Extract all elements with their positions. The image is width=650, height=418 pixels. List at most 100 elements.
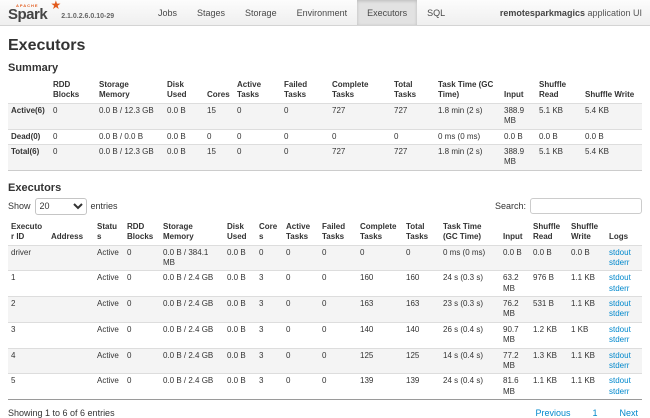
- next-page-button[interactable]: Next: [619, 408, 638, 418]
- summary-cell-total-tasks: 727: [391, 102, 435, 130]
- executor-cell-failed-tasks: 0: [319, 244, 357, 271]
- page-number-1[interactable]: 1: [592, 408, 598, 418]
- summary-cell-storage-memory: 0.0 B / 12.3 GB: [96, 143, 164, 171]
- tab-environment[interactable]: Environment: [296, 7, 348, 18]
- executors-column-header[interactable]: Complete Tasks: [360, 221, 397, 242]
- executor-cell-status: Active: [94, 296, 124, 323]
- summary-column-header: [8, 78, 50, 103]
- executor-cell-rdd-blocks: 0: [124, 347, 160, 374]
- executor-cell-id: driver: [8, 244, 48, 271]
- executors-column-header[interactable]: Cores: [259, 221, 278, 242]
- showing-entries-text: Showing 1 to 6 of 6 entries: [8, 408, 115, 418]
- executor-cell-shuffle-write: 1.1 KB: [568, 347, 606, 374]
- entries-label: entries: [90, 201, 118, 212]
- executor-cell-status: Active: [94, 321, 124, 349]
- executor-cell-total-tasks: 163: [403, 296, 440, 323]
- stdout-link[interactable]: stdout: [609, 273, 631, 283]
- executors-column-header[interactable]: Active Tasks: [286, 221, 311, 242]
- stderr-link[interactable]: stderr: [609, 386, 630, 396]
- entries-select[interactable]: 20: [34, 197, 87, 215]
- executors-column-header[interactable]: Logs: [609, 232, 629, 242]
- executors-column-header[interactable]: Status: [97, 221, 117, 242]
- executor-cell-failed-tasks: 0: [319, 347, 357, 374]
- stderr-link[interactable]: stderr: [609, 361, 630, 371]
- executor-row: 3 Active 0 0.0 B / 2.4 GB 0.0 B 3 0 0 14…: [8, 321, 642, 349]
- summary-heading: Summary: [8, 62, 59, 74]
- summary-cell-shuffle-read: 5.1 KB: [536, 143, 582, 171]
- executor-cell-shuffle-write: 0.0 B: [568, 244, 606, 271]
- executor-cell-shuffle-read: 531 B: [530, 296, 568, 323]
- summary-cell-shuffle-read: 5.1 KB: [536, 102, 582, 130]
- tab-executors[interactable]: Executors: [357, 0, 418, 25]
- executors-column-header[interactable]: Storage Memory: [163, 221, 194, 242]
- summary-row: Dead(0) 0 0.0 B / 0.0 B 0.0 B 0 0 0 0 0 …: [8, 128, 642, 145]
- executors-column-header[interactable]: Executor ID: [11, 221, 43, 242]
- summary-header-row: RDD Blocks Storage Memory Disk Used Core…: [8, 78, 642, 103]
- executor-cell-shuffle-write: 1.1 KB: [568, 270, 606, 297]
- executor-cell-active-tasks: 0: [283, 373, 319, 400]
- summary-table: RDD Blocks Storage Memory Disk Used Core…: [8, 78, 642, 171]
- executors-column-header[interactable]: Shuffle Read: [533, 221, 561, 242]
- summary-cell-shuffle-read: 0.0 B: [536, 128, 582, 145]
- stderr-link[interactable]: stderr: [609, 257, 630, 267]
- executors-column-header[interactable]: Disk Used: [227, 221, 247, 242]
- summary-row-label: Active(6): [8, 102, 50, 130]
- executor-cell-rdd-blocks: 0: [124, 296, 160, 323]
- spark-wordmark: Spark: [8, 5, 48, 23]
- executor-cell-cores: 3: [256, 373, 283, 400]
- executor-cell-total-tasks: 140: [403, 321, 440, 349]
- summary-row-label: Dead(0): [8, 128, 50, 145]
- executors-column-header[interactable]: Task Time (GC Time): [443, 221, 482, 242]
- executor-cell-input: 90.7 MB: [500, 321, 530, 349]
- executor-cell-rdd-blocks: 0: [124, 321, 160, 349]
- stdout-link[interactable]: stdout: [609, 324, 631, 334]
- stdout-link[interactable]: stdout: [609, 350, 631, 360]
- executor-row: 4 Active 0 0.0 B / 2.4 GB 0.0 B 3 0 0 12…: [8, 347, 642, 374]
- tab-stages[interactable]: Stages: [197, 7, 226, 18]
- executors-column-header[interactable]: Input: [503, 232, 523, 242]
- executor-cell-complete-tasks: 0: [357, 244, 403, 271]
- executor-cell-complete-tasks: 125: [357, 347, 403, 374]
- summary-cell-task-time: 1.8 min (2 s): [435, 143, 501, 171]
- executor-cell-storage-memory: 0.0 B / 2.4 GB: [160, 321, 224, 349]
- executors-column-header[interactable]: Address: [51, 232, 84, 242]
- executor-cell-id: 3: [8, 321, 48, 349]
- executors-column-header[interactable]: Total Tasks: [406, 221, 429, 242]
- stderr-link[interactable]: stderr: [609, 283, 630, 293]
- executor-cell-address: [48, 244, 94, 271]
- executor-cell-cores: 3: [256, 321, 283, 349]
- executor-cell-storage-memory: 0.0 B / 2.4 GB: [160, 373, 224, 400]
- executor-cell-input: 0.0 B: [500, 244, 530, 271]
- stdout-link[interactable]: stdout: [609, 247, 631, 257]
- executor-cell-cores: 3: [256, 270, 283, 297]
- previous-page-button[interactable]: Previous: [535, 408, 571, 418]
- logs-cell: stdout stderr: [606, 373, 642, 400]
- summary-column-header: Complete Tasks: [332, 80, 369, 100]
- search-input[interactable]: [530, 198, 642, 215]
- tab-sql[interactable]: SQL: [427, 7, 446, 18]
- executor-cell-shuffle-write: 1 KB: [568, 321, 606, 349]
- executor-cell-task-time: 0 ms (0 ms): [440, 244, 500, 271]
- tab-jobs[interactable]: Jobs: [158, 7, 178, 18]
- stderr-link[interactable]: stderr: [609, 309, 630, 319]
- executor-cell-disk-used: 0.0 B: [224, 296, 256, 323]
- stdout-link[interactable]: stdout: [609, 299, 631, 309]
- spark-brand: APACHE Spark ★ 2.1.0.2.6.0.10-29: [8, 0, 120, 25]
- executors-column-header[interactable]: RDD Blocks: [127, 221, 154, 242]
- executor-cell-status: Active: [94, 373, 124, 400]
- executors-column-header[interactable]: Failed Tasks: [322, 221, 346, 242]
- stdout-link[interactable]: stdout: [609, 376, 631, 386]
- logs-cell: stdout stderr: [606, 244, 642, 271]
- summary-cell-active-tasks: 0: [234, 143, 281, 171]
- executor-cell-task-time: 26 s (0.4 s): [440, 321, 500, 349]
- tab-storage[interactable]: Storage: [245, 7, 277, 18]
- summary-column-header: RDD Blocks: [53, 80, 80, 100]
- executor-cell-active-tasks: 0: [283, 347, 319, 374]
- executor-cell-total-tasks: 125: [403, 347, 440, 374]
- table-controls: Show 20 entries Search:: [8, 197, 642, 215]
- executors-column-header[interactable]: Shuffle Write: [571, 221, 599, 242]
- executor-cell-shuffle-read: 1.2 KB: [530, 321, 568, 349]
- stderr-link[interactable]: stderr: [609, 335, 630, 345]
- executor-cell-id: 4: [8, 347, 48, 374]
- summary-column-header: Disk Used: [167, 80, 187, 100]
